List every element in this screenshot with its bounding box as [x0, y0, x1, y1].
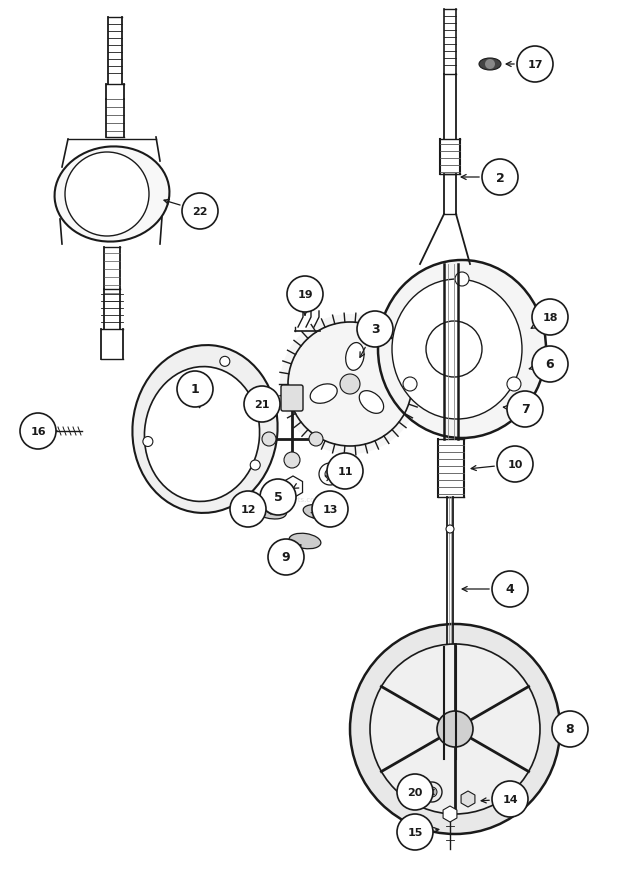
Ellipse shape	[359, 392, 384, 414]
Ellipse shape	[144, 367, 260, 502]
Circle shape	[482, 160, 518, 196]
Circle shape	[250, 460, 260, 471]
Ellipse shape	[249, 500, 286, 520]
Text: 19: 19	[297, 290, 313, 299]
Circle shape	[280, 314, 420, 455]
Circle shape	[532, 347, 568, 383]
Text: 18: 18	[542, 313, 558, 322]
Text: 3: 3	[371, 323, 379, 336]
Ellipse shape	[55, 148, 169, 242]
Text: 16: 16	[30, 427, 46, 436]
Ellipse shape	[392, 280, 522, 420]
Text: 13: 13	[322, 505, 338, 515]
Ellipse shape	[133, 346, 278, 514]
Text: 5: 5	[273, 491, 282, 504]
Circle shape	[497, 447, 533, 482]
Text: 4: 4	[506, 583, 515, 596]
Circle shape	[492, 781, 528, 817]
Circle shape	[492, 572, 528, 608]
Text: 20: 20	[407, 787, 423, 797]
Text: 15: 15	[407, 827, 423, 837]
Circle shape	[517, 47, 553, 83]
Circle shape	[325, 470, 335, 479]
Text: 9: 9	[281, 551, 290, 564]
Circle shape	[357, 312, 393, 348]
Circle shape	[220, 357, 230, 367]
Text: ereplacementparts.com: ereplacementparts.com	[238, 496, 322, 502]
Circle shape	[262, 433, 276, 447]
Circle shape	[437, 711, 473, 747]
Text: 22: 22	[192, 206, 208, 217]
Text: 17: 17	[527, 60, 542, 70]
Circle shape	[284, 452, 300, 469]
Circle shape	[319, 464, 341, 486]
Circle shape	[532, 299, 568, 335]
Circle shape	[177, 371, 213, 407]
Text: 7: 7	[521, 403, 529, 416]
Circle shape	[507, 392, 543, 428]
Ellipse shape	[479, 59, 501, 71]
Text: 10: 10	[507, 459, 523, 470]
Circle shape	[20, 414, 56, 450]
Ellipse shape	[303, 505, 333, 520]
Circle shape	[370, 644, 540, 814]
Text: 8: 8	[565, 723, 574, 736]
Circle shape	[455, 273, 469, 287]
Text: 21: 21	[254, 399, 270, 409]
Circle shape	[260, 479, 296, 515]
Circle shape	[65, 153, 149, 237]
Circle shape	[485, 60, 495, 70]
Circle shape	[182, 194, 218, 230]
Circle shape	[427, 787, 437, 797]
Circle shape	[446, 525, 454, 534]
Ellipse shape	[378, 261, 546, 438]
Circle shape	[426, 321, 482, 378]
Circle shape	[309, 433, 323, 447]
Circle shape	[244, 386, 280, 422]
Circle shape	[507, 378, 521, 392]
Text: 14: 14	[502, 794, 518, 804]
Text: 6: 6	[546, 358, 554, 371]
Circle shape	[287, 277, 323, 313]
Circle shape	[340, 375, 360, 394]
Circle shape	[422, 782, 442, 802]
FancyBboxPatch shape	[281, 385, 303, 412]
Ellipse shape	[346, 343, 364, 371]
Text: 11: 11	[337, 466, 353, 477]
Ellipse shape	[289, 534, 321, 549]
Circle shape	[552, 711, 588, 747]
Circle shape	[143, 437, 153, 447]
Circle shape	[403, 378, 417, 392]
Circle shape	[327, 453, 363, 489]
Circle shape	[230, 492, 266, 528]
Circle shape	[350, 624, 560, 834]
Text: 2: 2	[495, 171, 505, 184]
Circle shape	[268, 539, 304, 575]
Text: 12: 12	[241, 505, 256, 515]
Circle shape	[312, 492, 348, 528]
Circle shape	[397, 814, 433, 850]
Ellipse shape	[310, 385, 337, 404]
Circle shape	[397, 774, 433, 810]
Text: 1: 1	[190, 383, 200, 396]
